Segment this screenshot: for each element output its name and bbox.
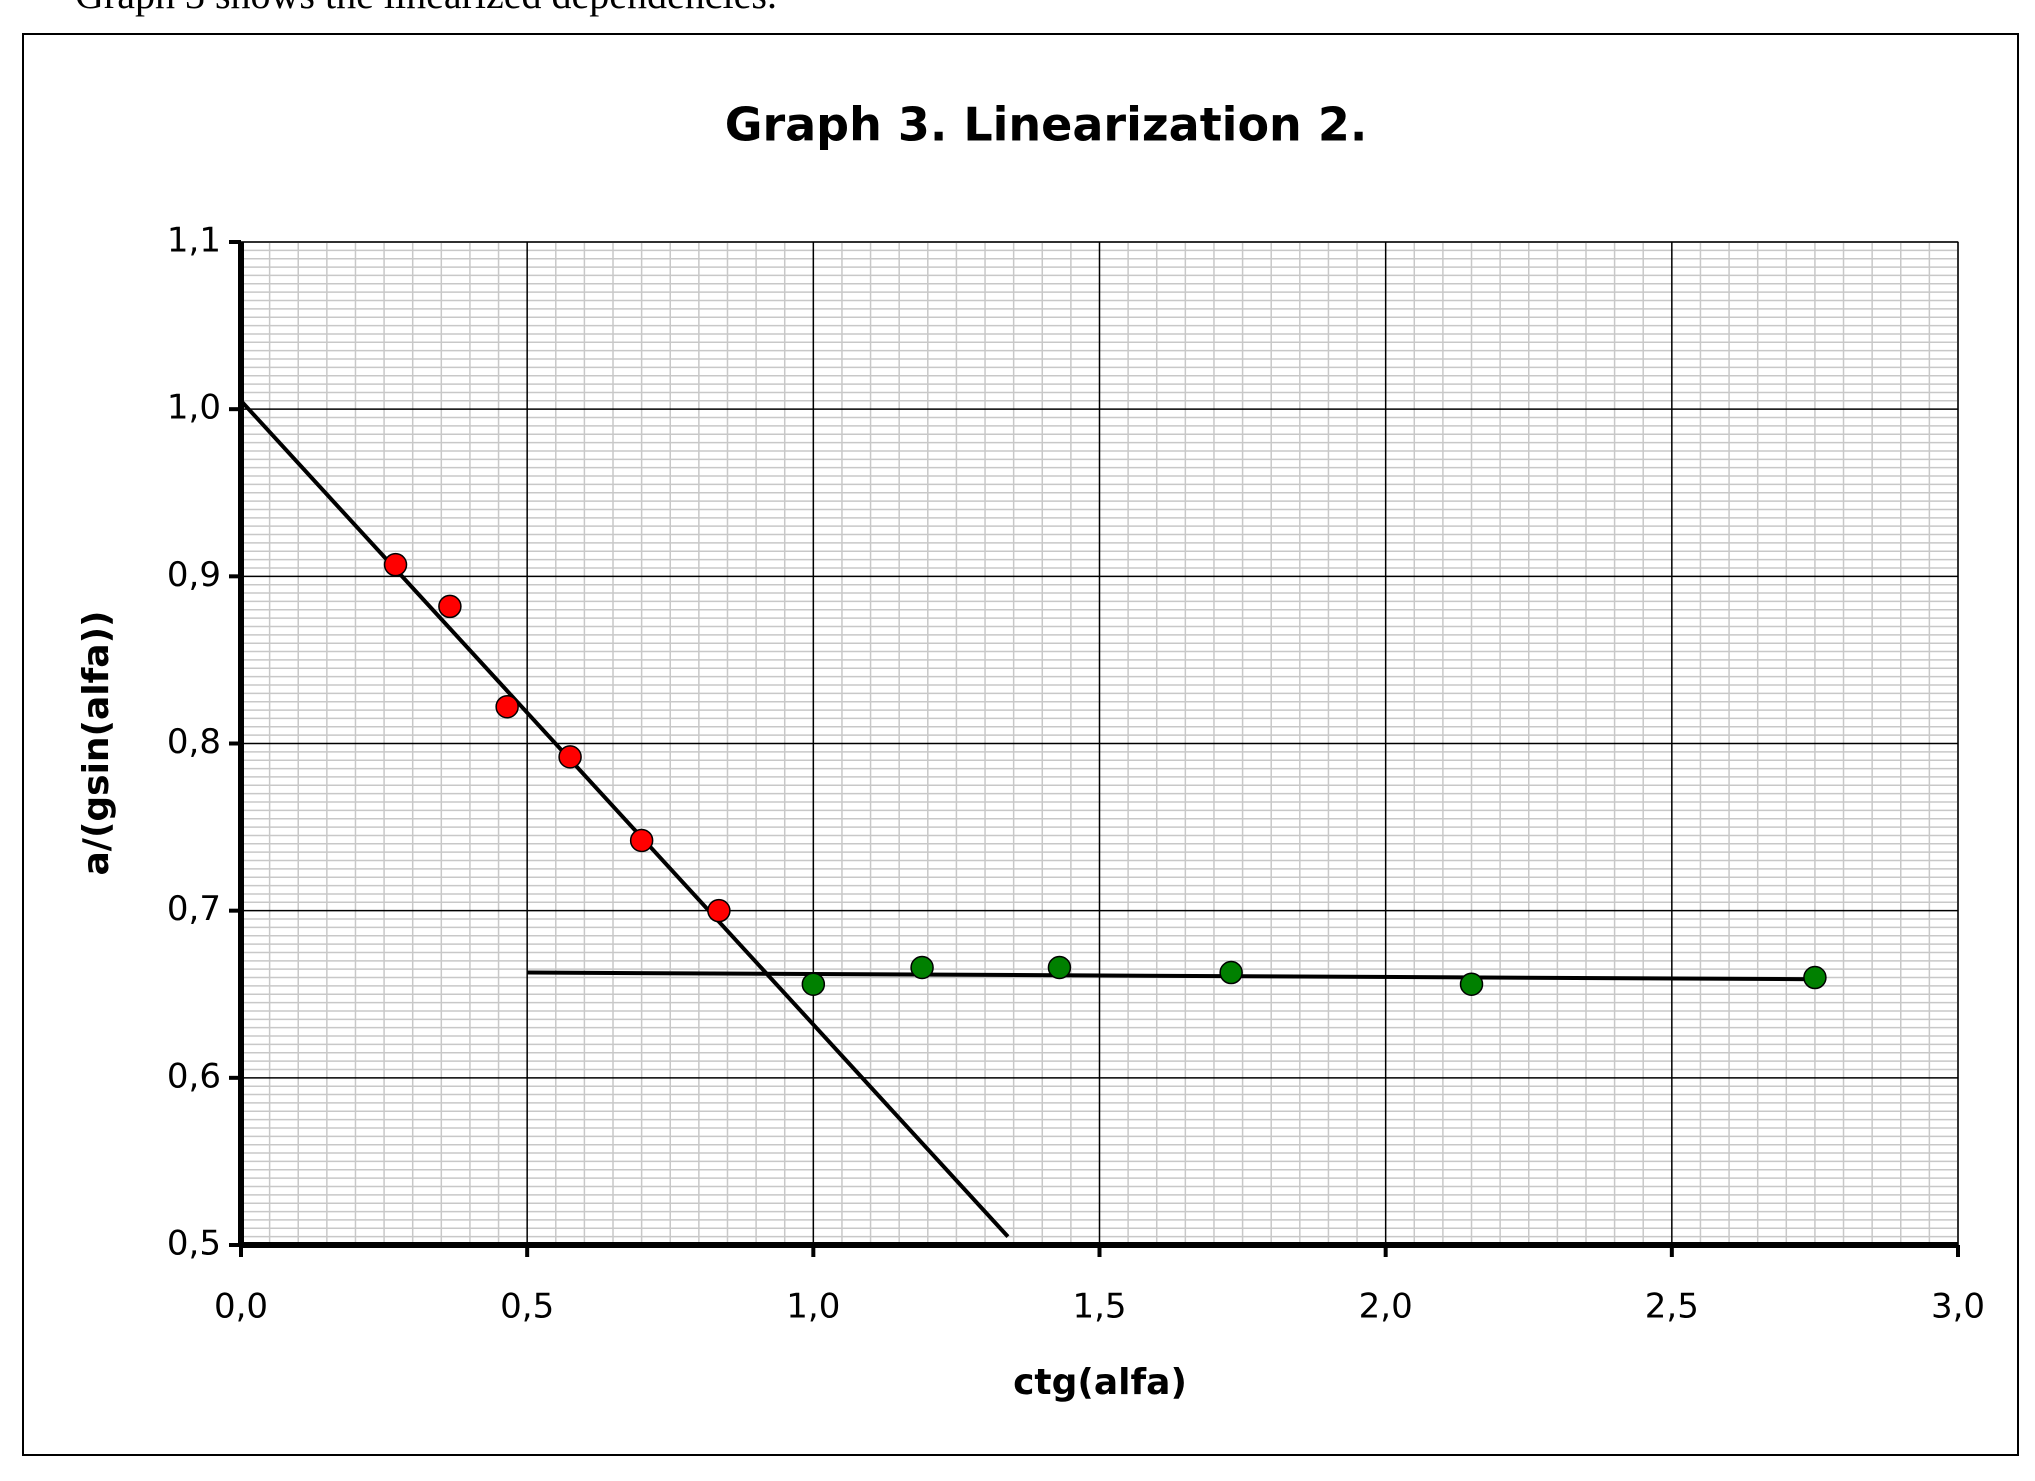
y-tick-label: 0,7 [167,889,221,929]
data-point [801,972,826,996]
data-point [1459,972,1484,996]
x-tick-label: 2,0 [1359,1287,1413,1327]
caption: Graph 3 shows the linearized dependencie… [75,0,777,17]
data-point [1219,960,1243,985]
x-tick-label: 3,0 [1931,1287,1985,1327]
x-tick-label: 2,5 [1645,1287,1699,1327]
y-axis-title: a/(gsin(alfa)) [76,610,117,875]
data-point [558,745,582,769]
trend-line [239,399,1010,1238]
x-tick-label: 0,5 [500,1287,554,1327]
chart-title: Graph 3. Linearization 2. [725,98,1368,152]
y-tick-label: 1,0 [167,388,221,428]
x-tick-label: 1,0 [786,1287,840,1327]
y-tick-label: 0,9 [167,555,221,595]
x-axis-title: ctg(alfa) [1013,1362,1187,1403]
y-tick-label: 1,1 [167,221,221,261]
data-point [1047,955,1072,980]
data-point [910,955,934,980]
y-tick-label: 0,5 [167,1224,221,1264]
y-tick-label: 0,8 [167,722,221,762]
data-point [707,898,731,923]
x-tick-label: 1,5 [1072,1287,1126,1327]
data-point [383,552,408,577]
x-tick-label: 0,0 [214,1287,268,1327]
plot-area: 0,0 0,5 1,0 1,5 2,0 2,5 3,0 0,5 0,6 0,7 0,8 0,9 1,0 1… [167,221,1985,1327]
data-point [1803,965,1827,990]
chart-frame [22,33,2019,1456]
trend-line [527,970,1815,982]
data-point [629,828,654,853]
y-tick-label: 0,6 [167,1056,221,1096]
data-point [495,694,519,719]
data-point [438,594,462,619]
